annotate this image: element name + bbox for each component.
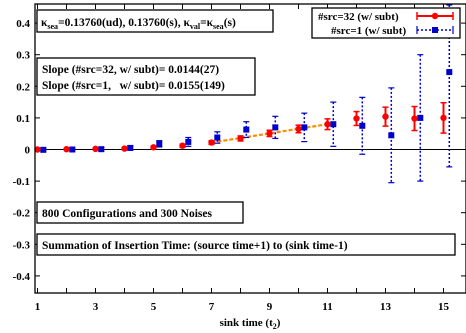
annotation-layer: κsea=0.13760(ud), 0.13760(s), κval=κsea(… <box>36 7 461 256</box>
x-tick-label: 5 <box>151 301 157 313</box>
kappa-text: κsea=0.13760(ud), 0.13760(s), κval=κsea(… <box>41 17 236 31</box>
point-src32 <box>121 145 128 152</box>
y-tick-label: -0.2 <box>13 208 31 220</box>
point-src32 <box>411 115 418 122</box>
point-src1 <box>388 132 395 139</box>
slope-src32-text: Slope (#src=32, w/ subt)= 0.0144(27) <box>42 64 219 76</box>
x-tick-label: 11 <box>322 301 332 313</box>
point-src32 <box>382 113 389 120</box>
y-tick-label: -0.1 <box>13 176 30 188</box>
slope-box <box>36 57 256 96</box>
x-tick-label: 1 <box>35 301 41 313</box>
point-src1 <box>301 124 308 131</box>
tick-marks: 0.40.30.20.10-0.1-0.2-0.3-0.41 3 5 7 9 11 13 15 <box>13 4 466 313</box>
y-tick-label: 0.1 <box>16 113 30 125</box>
point-src32 <box>63 145 70 153</box>
legend-label-src1: #src=1 (w/ subt) <box>331 25 406 37</box>
summation-box <box>36 233 456 256</box>
y-tick-label: 0.4 <box>16 18 30 30</box>
x-tick-label: 13 <box>380 301 392 313</box>
point-src1 <box>243 126 250 133</box>
x-axis-title: sink time (t2) <box>220 317 281 331</box>
plot-frame <box>34 3 466 294</box>
point-src1 <box>417 114 424 121</box>
point-src32 <box>34 146 41 153</box>
point-src32 <box>440 114 447 122</box>
x-tick-label: 7 <box>209 301 215 313</box>
fit-line <box>211 123 328 144</box>
point-src32 <box>150 144 157 151</box>
point-src32 <box>179 142 186 149</box>
y-tick-label: -0.4 <box>13 271 31 283</box>
point-src1 <box>98 146 105 153</box>
point-src1 <box>40 146 47 153</box>
configs-text: 800 Configurations and 300 Noises <box>42 208 212 220</box>
point-src1 <box>359 122 366 129</box>
point-src1 <box>330 121 337 128</box>
x-tick-label: 15 <box>438 301 450 313</box>
y-tick-label: 0.2 <box>16 81 30 93</box>
summation-text: Summation of Insertion Time: (source tim… <box>42 240 348 252</box>
point-src32 <box>353 115 360 122</box>
point-src32 <box>266 130 273 137</box>
point-src1 <box>69 146 76 153</box>
point-src32 <box>295 125 302 133</box>
point-src1 <box>156 140 163 147</box>
x-tick-label: 9 <box>267 301 273 313</box>
y-tick-label: -0.3 <box>13 239 31 251</box>
y-tick-label: 0.3 <box>16 50 30 62</box>
slope-src1-text: Slope (#src=1, w/ subt)= 0.0155(149) <box>42 80 225 92</box>
configs-box <box>36 201 244 224</box>
legend-label-src32: #src=32 (w/ subt) <box>318 11 399 23</box>
kappa-box <box>36 9 274 33</box>
point-src1 <box>446 69 453 76</box>
point-src1 <box>185 138 192 145</box>
data-layer <box>34 4 453 184</box>
point-src32 <box>92 145 99 153</box>
legend-marker-src1 <box>432 27 438 33</box>
point-src1 <box>214 134 221 141</box>
point-src1 <box>127 144 134 151</box>
y-tick-label: 0 <box>25 145 31 157</box>
legend-swatches <box>416 12 454 34</box>
point-src32 <box>237 135 244 142</box>
point-src32 <box>324 121 331 128</box>
point-src1 <box>272 124 279 131</box>
point-src32 <box>208 139 215 146</box>
legend-marker-src32 <box>431 12 439 20</box>
x-tick-label: 3 <box>93 301 99 313</box>
